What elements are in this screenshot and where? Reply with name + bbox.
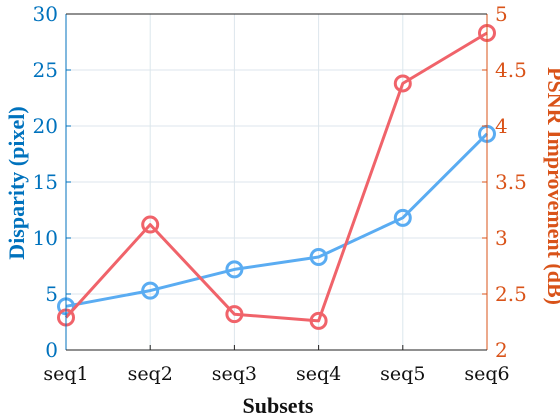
x-tick-label: seq1 xyxy=(43,363,88,385)
psnr-point xyxy=(393,74,412,93)
psnr-point xyxy=(141,215,160,234)
series-layer xyxy=(57,24,496,330)
x-tick-label: seq5 xyxy=(380,363,425,385)
y-tick-label-right: 3 xyxy=(495,226,508,250)
disparity-point xyxy=(393,208,412,227)
y-tick-label-right: 3.5 xyxy=(495,170,527,194)
y-tick-label-left: 10 xyxy=(33,226,58,250)
y-tick-label-left: 30 xyxy=(33,2,58,26)
disparity-point xyxy=(141,281,160,300)
x-tick-label: seq2 xyxy=(128,363,173,385)
y-tick-label-left: 15 xyxy=(33,170,58,194)
y-tick-label-right: 2.5 xyxy=(495,282,527,306)
disparity-point xyxy=(309,248,328,267)
y-tick-label-right: 5 xyxy=(495,2,508,26)
disparity-point xyxy=(225,260,244,279)
psnr-point xyxy=(225,305,244,324)
psnr-point xyxy=(309,311,328,330)
series-disparity xyxy=(57,124,496,316)
y-tick-label-right: 4 xyxy=(495,114,508,138)
y-axis-label-right: PSNR Improvement (dB) xyxy=(543,67,560,305)
y-tick-label-left: 5 xyxy=(45,282,58,306)
y-tick-label-right: 4.5 xyxy=(495,58,527,82)
y-axis-label-left: Disparity (pixel) xyxy=(4,106,29,259)
x-axis-label: Subsets xyxy=(243,393,314,418)
y-tick-label-left: 25 xyxy=(33,58,58,82)
disparity-line xyxy=(65,132,489,308)
x-tick-label: seq4 xyxy=(296,363,341,385)
x-tick-label: seq6 xyxy=(464,363,509,385)
axes: 0 5 10 15 20 25 30 2 2.5 3 3.5 4 4.5 5 seq1 seq2 seq3 seq… xyxy=(33,2,527,385)
y-tick-label-left: 20 xyxy=(33,114,58,138)
y-tick-label-right: 2 xyxy=(495,338,508,362)
series-psnr xyxy=(57,24,496,330)
y-tick-label-left: 0 xyxy=(45,338,58,362)
x-tick-label: seq3 xyxy=(212,363,257,385)
psnr-line xyxy=(64,31,488,323)
grid xyxy=(65,13,488,351)
